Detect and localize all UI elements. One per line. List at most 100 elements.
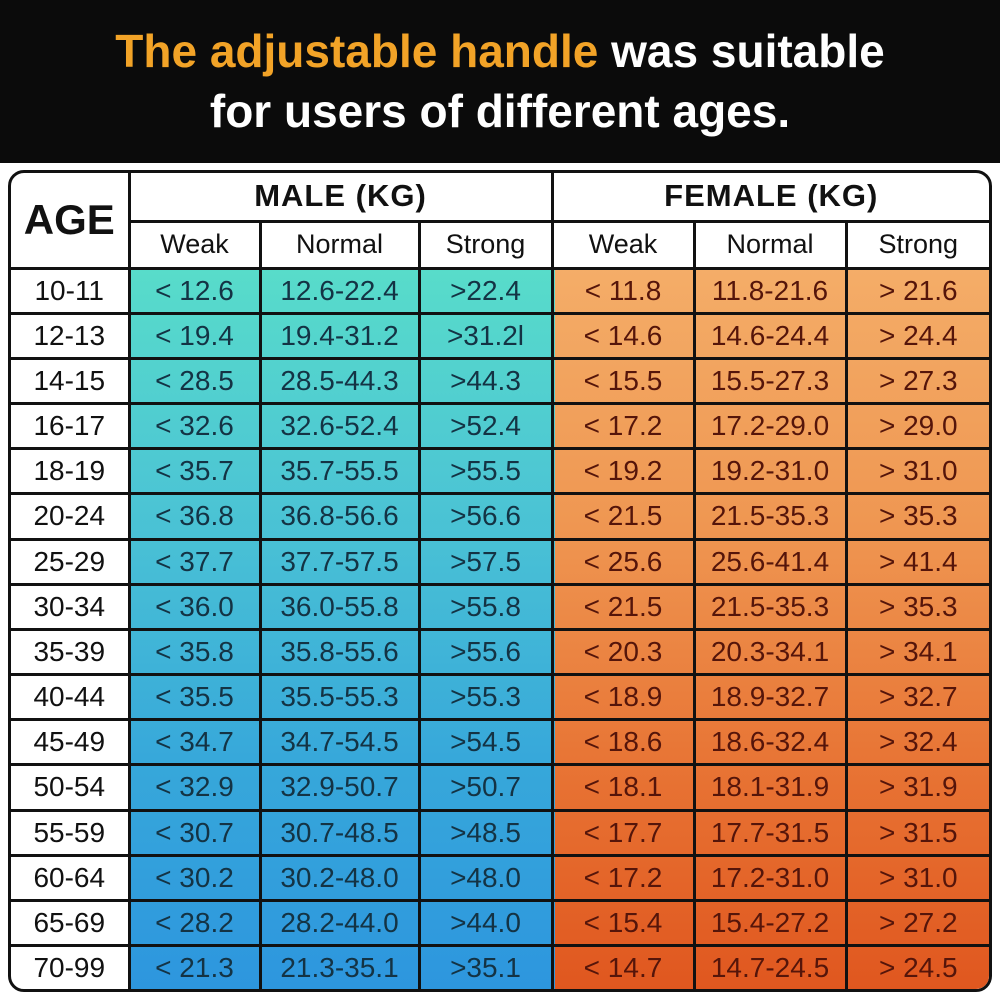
male-weak-cell: < 12.6 [127,266,262,315]
female-weak-cell: < 19.2 [550,447,696,496]
table-row: 60-64 < 30.2 30.2-48.0 >48.0 < 17.2 17.2-31.0… [11,853,989,902]
female-normal-cell: 15.4-27.2 [692,898,848,948]
male-weak-cell: < 34.7 [127,718,262,767]
age-range-cell: 35-39 [11,627,131,677]
male-strong-cell: >55.8 [417,582,554,631]
male-normal-cell: 32.6-52.4 [258,402,421,451]
male-strong-header: Strong [417,219,554,270]
female-weak-cell: < 18.6 [550,718,696,767]
female-normal-cell: 17.7-31.5 [692,808,848,857]
table-row: 50-54 < 32.9 32.9-50.7 >50.7 < 18.1 18.1-31.9… [11,763,989,812]
title-accent-text: The adjustable handle [115,25,599,77]
age-range-cell: 65-69 [11,898,131,948]
male-strong-cell: >48.5 [417,808,554,857]
male-normal-cell: 12.6-22.4 [258,266,421,315]
male-normal-cell: 21.3-35.1 [258,944,421,989]
age-range-cell: 25-29 [11,537,131,586]
female-strong-cell: > 31.5 [844,808,989,857]
male-weak-cell: < 35.8 [127,627,262,677]
male-weak-cell: < 32.6 [127,402,262,451]
female-strong-cell: > 27.3 [844,356,989,406]
male-strong-cell: >55.5 [417,447,554,496]
male-weak-cell: < 35.5 [127,673,262,722]
table-row: 40-44 < 35.5 35.5-55.3 >55.3 < 18.9 18.9-32.7… [11,673,989,722]
table-row: 45-49 < 34.7 34.7-54.5 >54.5 < 18.6 18.6-32.4… [11,718,989,767]
age-range-cell: 50-54 [11,763,131,812]
male-weak-cell: < 30.7 [127,808,262,857]
age-range-cell: 40-44 [11,673,131,722]
female-weak-cell: < 25.6 [550,537,696,586]
table-body: AGE MALE (KG) FEMALE (KG) Weak Normal St… [11,173,989,989]
table-row: 25-29 < 37.7 37.7-57.5 >57.5 < 25.6 25.6-41.4… [11,537,989,586]
male-strong-cell: >35.1 [417,944,554,989]
age-range-cell: 55-59 [11,808,131,857]
female-strong-cell: > 34.1 [844,627,989,677]
age-range-cell: 45-49 [11,718,131,767]
male-group-header: MALE (KG) [127,173,554,223]
table-row: 55-59 < 30.7 30.7-48.5 >48.5 < 17.7 17.7-31.5… [11,808,989,857]
age-range-cell: 30-34 [11,582,131,631]
age-range-cell: 18-19 [11,447,131,496]
table-row: 16-17 < 32.6 32.6-52.4 >52.4 < 17.2 17.2-29.0… [11,402,989,451]
male-normal-cell: 35.8-55.6 [258,627,421,677]
male-normal-cell: 19.4-31.2 [258,311,421,360]
female-normal-cell: 21.5-35.3 [692,492,848,541]
male-strong-cell: >48.0 [417,853,554,902]
female-strong-cell: > 31.0 [844,447,989,496]
male-weak-cell: < 28.5 [127,356,262,406]
age-column-header: AGE [11,173,131,270]
age-range-cell: 12-13 [11,311,131,360]
age-range-cell: 20-24 [11,492,131,541]
male-strong-cell: >57.5 [417,537,554,586]
male-weak-cell: < 30.2 [127,853,262,902]
female-normal-cell: 17.2-31.0 [692,853,848,902]
table-row: 30-34 < 36.0 36.0-55.8 >55.8 < 21.5 21.5-35.3… [11,582,989,631]
table-row: 12-13 < 19.4 19.4-31.2 >31.2l < 14.6 14.6-24.… [11,311,989,360]
male-weak-cell: < 19.4 [127,311,262,360]
sub-header-row: Weak Normal Strong Weak Normal Strong [11,219,989,270]
male-strong-cell: >52.4 [417,402,554,451]
female-weak-cell: < 14.7 [550,944,696,989]
male-weak-header: Weak [129,219,262,270]
female-weak-cell: < 11.8 [550,266,696,315]
male-strong-cell: >55.3 [417,673,554,722]
female-normal-cell: 25.6-41.4 [692,537,848,586]
male-strong-cell: >31.2l [417,311,554,360]
female-normal-cell: 18.9-32.7 [692,673,848,722]
male-normal-cell: 28.5-44.3 [258,356,421,406]
female-normal-cell: 15.5-27.3 [692,356,848,406]
female-group-header: FEMALE (KG) [550,173,989,223]
female-weak-cell: < 20.3 [550,627,696,677]
male-weak-cell: < 21.3 [127,944,262,989]
female-normal-cell: 14.7-24.5 [692,944,848,989]
male-normal-cell: 37.7-57.5 [258,537,421,586]
table-row: 10-11 < 12.6 12.6-22.4 >22.4 < 11.8 11.8-21.6… [11,266,989,315]
age-range-cell: 16-17 [11,402,131,451]
male-normal-cell: 34.7-54.5 [258,718,421,767]
male-normal-cell: 35.5-55.3 [258,673,421,722]
female-weak-cell: < 15.5 [550,356,696,406]
female-strong-header: Strong [844,219,989,270]
female-strong-cell: > 27.2 [844,898,989,948]
title-line-1: The adjustable handle was suitable [115,23,884,81]
female-weak-cell: < 18.9 [550,673,696,722]
female-weak-cell: < 18.1 [550,763,696,812]
male-strong-cell: >54.5 [417,718,554,767]
table-row: 65-69 < 28.2 28.2-44.0 >44.0 < 15.4 15.4-27.2… [11,898,989,948]
male-weak-cell: < 37.7 [127,537,262,586]
female-weak-cell: < 21.5 [550,582,696,631]
female-normal-cell: 11.8-21.6 [692,266,848,315]
male-strong-cell: >55.6 [417,627,554,677]
female-normal-cell: 18.1-31.9 [692,763,848,812]
female-strong-cell: > 32.4 [844,718,989,767]
female-normal-cell: 18.6-32.4 [692,718,848,767]
male-normal-header: Normal [258,219,421,270]
male-normal-cell: 32.9-50.7 [258,763,421,812]
female-normal-cell: 17.2-29.0 [692,402,848,451]
female-weak-cell: < 17.2 [550,402,696,451]
male-strong-cell: >44.3 [417,356,554,406]
female-normal-cell: 21.5-35.3 [692,582,848,631]
male-normal-cell: 30.7-48.5 [258,808,421,857]
female-normal-cell: 14.6-24.4 [692,311,848,360]
female-strong-cell: > 35.3 [844,582,989,631]
